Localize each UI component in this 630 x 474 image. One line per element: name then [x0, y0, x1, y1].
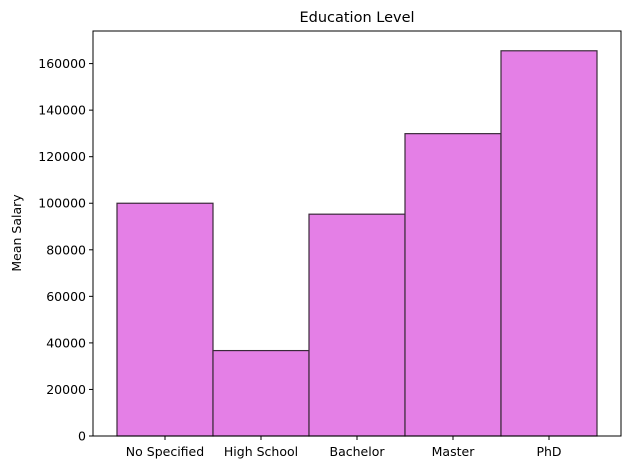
y-tick-label: 140000	[38, 103, 86, 118]
y-tick-label: 80000	[46, 242, 86, 257]
y-tick-label: 120000	[38, 149, 86, 164]
x-tick-label: No Specified	[126, 444, 204, 459]
y-axis-label: Mean Salary	[9, 194, 24, 272]
y-tick-label: 20000	[46, 382, 86, 397]
y-tick-label: 160000	[38, 56, 86, 71]
bar-high-school	[212, 349, 310, 437]
y-tick-label: 60000	[46, 289, 86, 304]
bars-group	[116, 50, 598, 437]
x-tick-label: High School	[224, 444, 298, 459]
y-tick-label: 40000	[46, 335, 86, 350]
x-tick-label: Bachelor	[330, 444, 386, 459]
bar-phd	[500, 50, 598, 437]
bar-no-specified	[116, 202, 214, 437]
plot-frame	[92, 30, 622, 437]
y-tick-label: 100000	[38, 196, 86, 211]
x-axis-ticks: No Specified High School Bachelor Master PhD	[126, 436, 562, 459]
x-tick-label: Master	[432, 444, 476, 459]
bar-master	[404, 133, 502, 437]
bar-bachelor	[308, 213, 406, 437]
x-tick-label: PhD	[536, 444, 561, 459]
chart-title: Education Level	[299, 10, 414, 26]
y-axis-ticks: 0 20000 40000 60000 80000 100000 120000 140000 1…	[38, 56, 93, 444]
y-tick-label: 0	[78, 429, 86, 444]
